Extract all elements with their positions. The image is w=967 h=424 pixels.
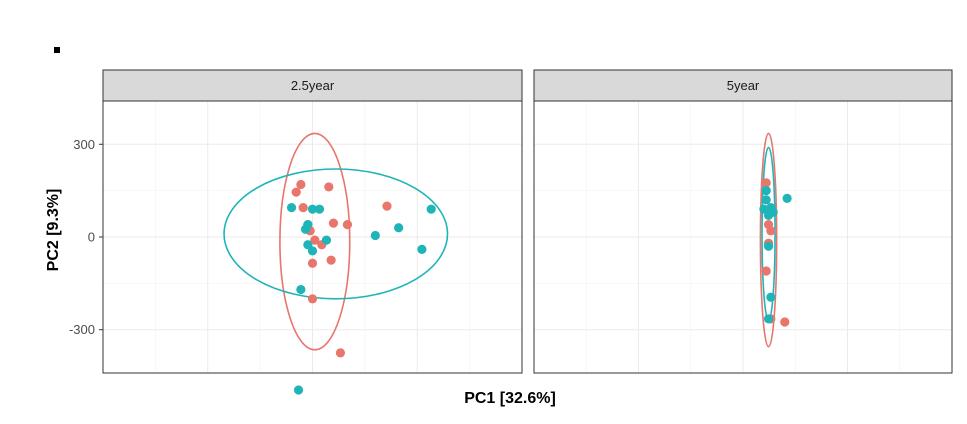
y-tick-label: -300 xyxy=(69,322,95,337)
data-point-red xyxy=(310,235,320,245)
data-point-teal xyxy=(417,244,427,254)
data-point-red xyxy=(291,187,301,197)
facet-label-1: 5year xyxy=(727,78,760,93)
data-point-teal xyxy=(763,210,774,220)
x-axis-title: PC1 [32.6%] xyxy=(464,390,556,407)
data-point-teal xyxy=(321,235,332,245)
data-point-teal xyxy=(286,203,297,213)
data-point-teal xyxy=(293,385,304,395)
ellipse-teal-0 xyxy=(223,168,449,300)
panel-border-1 xyxy=(533,100,953,374)
bullet-marker xyxy=(54,47,60,53)
data-point-teal xyxy=(296,284,306,295)
data-point-teal xyxy=(314,204,325,214)
data-point-red xyxy=(780,317,790,327)
data-point-teal xyxy=(394,223,404,233)
data-point-teal xyxy=(300,224,311,234)
data-point-teal xyxy=(761,195,771,205)
facet-strip-1 xyxy=(533,69,953,102)
data-point-red xyxy=(307,294,318,304)
data-point-red xyxy=(324,182,334,192)
data-point-red xyxy=(761,266,771,276)
facet-label-0: 2.5year xyxy=(291,78,335,93)
y-tick-label: 300 xyxy=(73,137,95,152)
data-point-teal xyxy=(782,193,792,203)
y-tick-label: 0 xyxy=(88,230,95,245)
data-point-teal xyxy=(763,241,774,251)
data-point-teal xyxy=(307,246,318,256)
data-point-teal xyxy=(370,230,380,241)
data-point-red xyxy=(761,178,771,188)
data-point-teal xyxy=(766,292,776,302)
ellipse-red-1 xyxy=(759,132,778,348)
data-point-red xyxy=(326,255,336,265)
data-point-teal xyxy=(426,204,436,214)
data-point-red xyxy=(298,203,308,213)
data-point-red xyxy=(307,258,318,268)
data-point-teal xyxy=(307,204,318,214)
data-point-teal xyxy=(761,186,771,196)
data-point-red xyxy=(328,218,339,228)
data-point-red xyxy=(296,179,306,190)
data-point-red xyxy=(342,220,353,230)
data-point-teal xyxy=(763,314,774,324)
y-axis-title: PC2 [9.3%] xyxy=(45,189,62,272)
data-point-red xyxy=(382,201,392,211)
ellipse-red-0 xyxy=(279,132,351,351)
data-point-red xyxy=(335,348,346,358)
data-point-red xyxy=(766,226,776,236)
